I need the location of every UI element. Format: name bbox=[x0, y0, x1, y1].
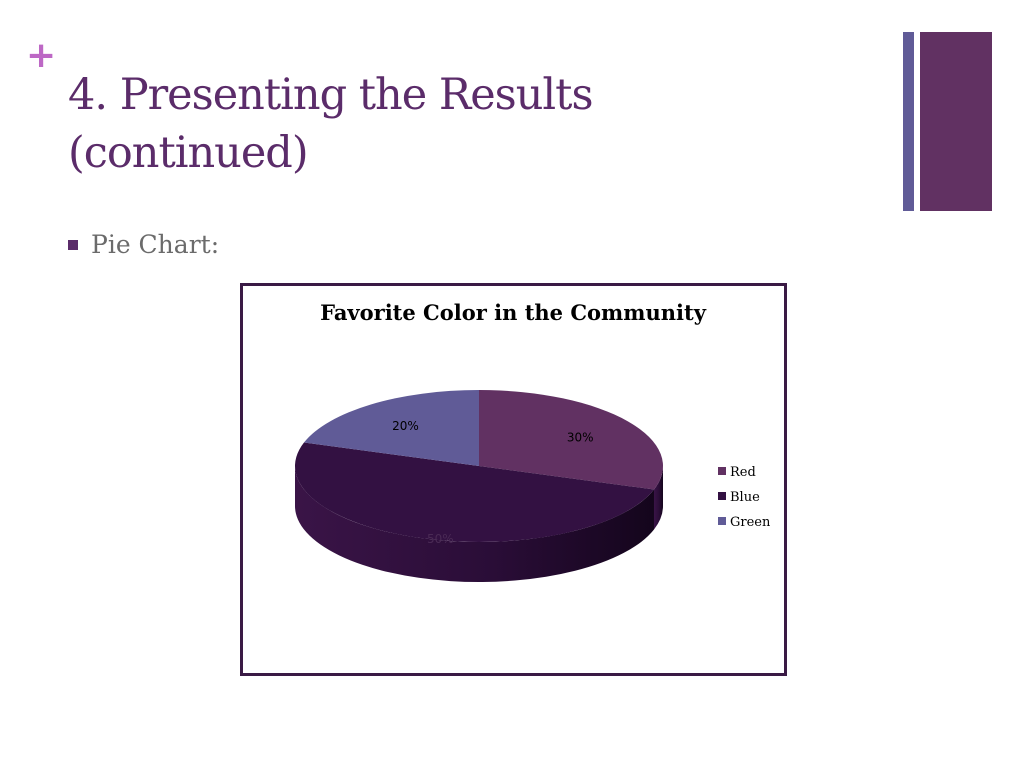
decorative-bar-thick bbox=[920, 32, 992, 211]
pie-side-blue bbox=[295, 466, 654, 582]
chart-frame: Favorite Color in the Community 30% 50% 20… bbox=[240, 283, 787, 676]
legend-label-blue: Blue bbox=[730, 490, 760, 505]
pie-slice-green bbox=[304, 390, 479, 466]
legend-swatch-green bbox=[718, 517, 726, 525]
pie-side-red bbox=[653, 466, 663, 530]
pie-chart: Favorite Color in the Community 30% 50% 20… bbox=[295, 300, 771, 582]
pie-slice-blue bbox=[295, 442, 654, 542]
legend-swatch-blue bbox=[718, 492, 726, 500]
legend-swatch-red bbox=[718, 467, 726, 475]
data-label-red: 30% bbox=[567, 431, 594, 445]
chart-title: Favorite Color in the Community bbox=[320, 300, 707, 325]
legend-label-green: Green bbox=[730, 515, 771, 530]
data-label-blue: 50% bbox=[427, 532, 454, 546]
data-label-green: 20% bbox=[392, 419, 419, 433]
legend-label-red: Red bbox=[730, 465, 756, 480]
bullet-text: Pie Chart: bbox=[91, 230, 220, 259]
plus-icon: + bbox=[26, 35, 57, 76]
pie-slice-red bbox=[479, 390, 663, 490]
slide-title: 4. Presenting the Results (continued) bbox=[68, 70, 594, 178]
square-bullet-icon bbox=[68, 240, 78, 250]
decorative-bar-thin bbox=[903, 32, 914, 211]
